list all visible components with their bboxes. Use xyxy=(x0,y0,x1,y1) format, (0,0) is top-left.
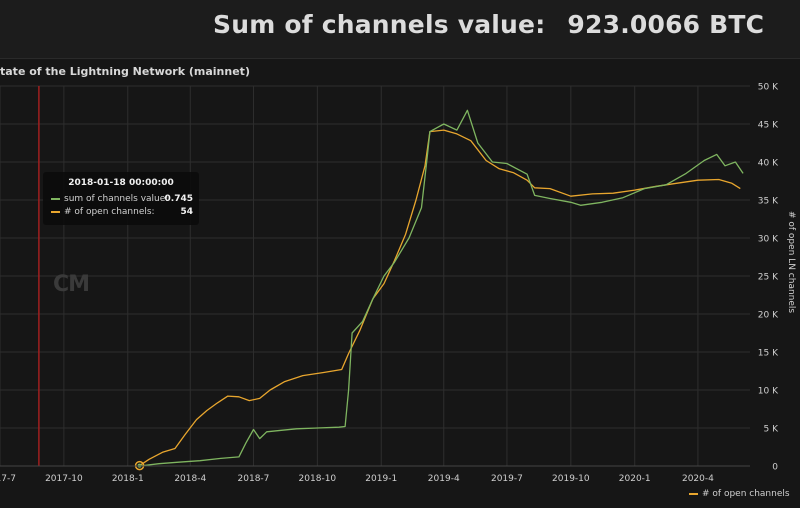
x-tick-label: 2017-10 xyxy=(45,474,83,484)
tooltip-value: 0.745 xyxy=(164,194,193,204)
y-tick-label: 20 K xyxy=(758,311,779,321)
header-value: 923.0066 BTC xyxy=(567,10,765,39)
y-tick-label: 45 K xyxy=(758,121,779,131)
x-tick-label: 2017-7 xyxy=(0,474,16,484)
header-title: Sum of channels value: 923.0066 BTC xyxy=(213,10,764,39)
watermark-logo: CM xyxy=(53,272,90,297)
y-tick-label: 50 K xyxy=(758,83,779,93)
tooltip-value: 54 xyxy=(180,207,193,217)
y-tick-label: 30 K xyxy=(758,235,779,245)
x-tick-label: 2018-7 xyxy=(238,474,270,484)
y-tick-label: 25 K xyxy=(758,273,779,283)
x-tick-label: 2019-7 xyxy=(491,474,523,484)
header-bar: Sum of channels value: 923.0066 BTC xyxy=(0,0,800,58)
x-tick-label: 2020-4 xyxy=(682,474,714,484)
x-tick-label: 2019-10 xyxy=(552,474,590,484)
chart-tooltip: 2018-01-18 00:00:00 sum of channels valu… xyxy=(43,172,199,225)
x-tick-label: 2020-1 xyxy=(619,474,651,484)
y-tick-label: 5 K xyxy=(764,425,780,435)
legend-swatch xyxy=(689,492,698,495)
chart-grid xyxy=(0,85,750,467)
chart-panel xyxy=(0,58,800,508)
legend-label: # of open channels xyxy=(702,489,790,499)
y-tick-label: 10 K xyxy=(758,387,779,397)
series-line-0 xyxy=(139,129,741,467)
y-tick-label: 40 K xyxy=(758,159,779,169)
tooltip-row-channels: # of open channels: 54 xyxy=(51,207,193,219)
x-tick-label: 2018-4 xyxy=(174,474,206,484)
tooltip-row-value: sum of channels value: 0.745 xyxy=(51,194,193,206)
axis-layer: 0 5 K 10 K 15 K 20 K 25 K 30 K 35 K 40 K 45 K 50 K… xyxy=(0,83,796,484)
tooltip-swatch xyxy=(51,211,60,213)
x-tick-label: 2018-10 xyxy=(299,474,337,484)
y-tick-label: 15 K xyxy=(758,349,779,359)
chart-legend[interactable]: # of open channels xyxy=(689,489,790,499)
tooltip-label: sum of channels value: xyxy=(64,194,169,204)
x-tick-label: 2019-1 xyxy=(365,474,397,484)
series-layer xyxy=(134,109,744,471)
y-axis-title: # of open LN channels xyxy=(786,211,796,313)
tooltip-time: 2018-01-18 00:00:00 xyxy=(68,178,174,188)
y-tick-label: 35 K xyxy=(758,197,779,207)
series-line-1 xyxy=(139,109,744,467)
x-tick-label: 2018-1 xyxy=(112,474,144,484)
y-tick-label: 0 xyxy=(772,463,778,473)
tooltip-label: # of open channels: xyxy=(64,207,155,217)
x-tick-label: 2019-4 xyxy=(428,474,460,484)
tooltip-swatch xyxy=(51,198,60,200)
header-label: Sum of channels value: xyxy=(213,10,546,39)
panel-title: tate of the Lightning Network (mainnet) xyxy=(0,65,250,78)
